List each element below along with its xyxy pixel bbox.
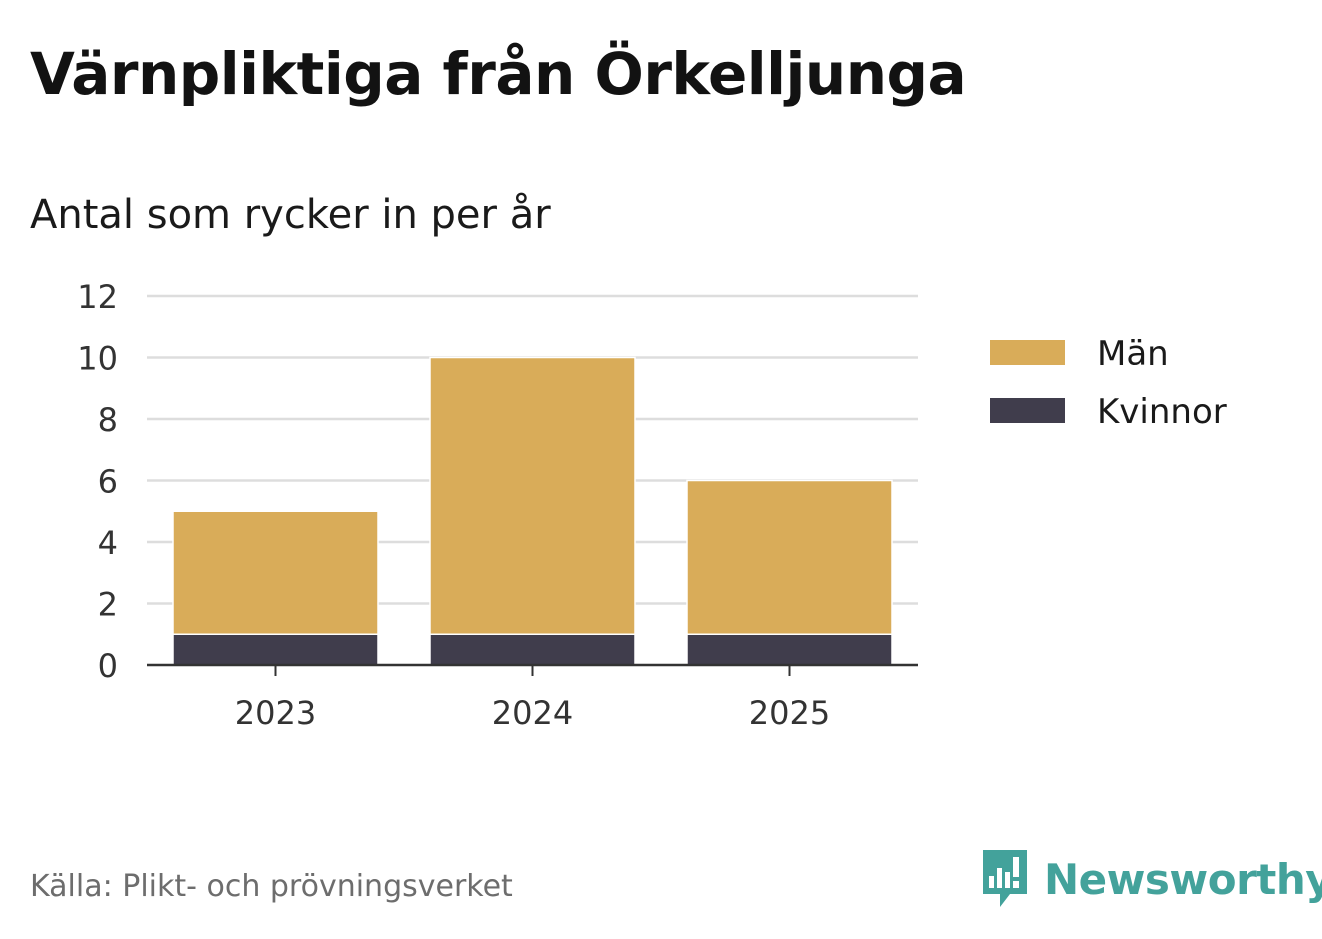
bar-män-2024 [429, 356, 636, 635]
legend-label-män: Män [1097, 334, 1169, 374]
legend-label-kvinnor: Kvinnor [1097, 392, 1227, 432]
y-tick-label: 6 [98, 463, 118, 501]
bar-kvinnor-2025 [686, 633, 893, 666]
chart-title: Värnpliktiga från Örkelljunga [30, 40, 967, 108]
bars [172, 356, 893, 666]
bar-chart-speech-bubble-icon [983, 850, 1027, 907]
y-tick-label: 10 [77, 340, 118, 378]
brand-name: Newsworthy [1044, 854, 1322, 904]
source-note: Källa: Plikt- och prövningsverket [30, 869, 513, 904]
legend-swatch-män [990, 340, 1065, 365]
legend: Män Kvinnor [990, 334, 1227, 432]
x-tick-label: 2024 [492, 694, 573, 732]
x-tick-label: 2023 [235, 694, 316, 732]
y-tick-label: 2 [98, 586, 118, 624]
y-tick-label: 0 [98, 647, 118, 685]
y-tick-label: 4 [98, 524, 118, 562]
stacked-bar-chart: 0 2 4 6 8 10 12 2023 2024 2025 Män Kvinnor [77, 278, 1227, 732]
bar-män-2025 [686, 479, 893, 635]
x-tick-label: 2025 [749, 694, 830, 732]
y-tick-label: 12 [77, 278, 118, 316]
bar-män-2023 [172, 510, 379, 635]
axes: 0 2 4 6 8 10 12 2023 2024 2025 [77, 278, 918, 732]
legend-swatch-kvinnor [990, 398, 1065, 423]
y-tick-label: 8 [98, 401, 118, 439]
chart-subtitle: Antal som rycker in per år [30, 192, 551, 238]
bar-kvinnor-2024 [429, 633, 636, 666]
bar-kvinnor-2023 [172, 633, 379, 666]
brand-logo: Newsworthy [980, 848, 1322, 910]
